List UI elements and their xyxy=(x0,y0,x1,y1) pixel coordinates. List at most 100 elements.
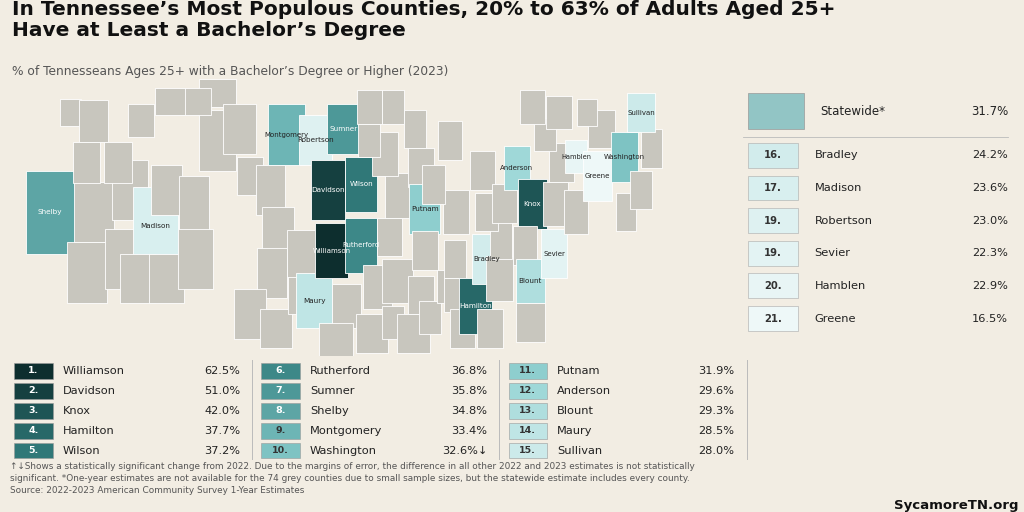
Text: 6.: 6. xyxy=(275,366,286,375)
Text: Hamblen: Hamblen xyxy=(815,281,866,291)
Text: Shelby: Shelby xyxy=(310,406,348,416)
Bar xyxy=(490,220,512,259)
Bar xyxy=(404,110,426,148)
Bar xyxy=(287,230,315,277)
Text: 34.8%: 34.8% xyxy=(452,406,487,416)
Bar xyxy=(610,132,638,182)
Bar xyxy=(385,174,411,218)
Text: 1.: 1. xyxy=(29,366,39,375)
Bar xyxy=(296,273,333,328)
Bar xyxy=(534,118,555,151)
Text: Maury: Maury xyxy=(557,425,593,436)
Text: Bradley: Bradley xyxy=(473,256,500,262)
Text: 21.: 21. xyxy=(764,313,782,324)
Bar xyxy=(515,259,545,303)
Text: Hamilton: Hamilton xyxy=(62,425,115,436)
Bar xyxy=(583,151,612,201)
Bar xyxy=(410,184,440,234)
Bar xyxy=(261,442,300,459)
Text: Greene: Greene xyxy=(585,173,610,179)
Bar xyxy=(383,91,404,123)
Bar xyxy=(549,143,573,182)
Bar xyxy=(133,187,178,265)
Text: 37.2%: 37.2% xyxy=(204,445,241,456)
Text: Robertson: Robertson xyxy=(297,137,334,143)
Bar xyxy=(541,229,567,279)
Bar xyxy=(641,129,663,168)
Bar xyxy=(546,96,572,129)
Text: Greene: Greene xyxy=(815,313,856,324)
Bar xyxy=(260,309,292,348)
Text: 16.5%: 16.5% xyxy=(972,313,1009,324)
Bar xyxy=(357,91,382,123)
Bar xyxy=(442,190,469,234)
Text: 19.: 19. xyxy=(764,216,782,226)
Bar xyxy=(470,151,496,190)
Bar xyxy=(222,104,256,154)
Bar xyxy=(256,165,285,215)
Bar xyxy=(345,218,378,273)
Bar xyxy=(234,289,266,339)
Bar xyxy=(267,104,305,165)
Text: 35.8%: 35.8% xyxy=(452,386,487,396)
Bar xyxy=(459,279,493,334)
Text: Madison: Madison xyxy=(815,183,862,193)
Bar xyxy=(14,423,52,438)
Text: Sumner: Sumner xyxy=(310,386,354,396)
Bar xyxy=(74,182,114,243)
Text: Wilson: Wilson xyxy=(349,181,373,187)
Text: 32.6%↓: 32.6%↓ xyxy=(442,445,487,456)
Bar xyxy=(509,382,547,398)
Text: 37.7%: 37.7% xyxy=(204,425,241,436)
Text: Williamson: Williamson xyxy=(62,366,125,376)
Bar xyxy=(437,270,456,303)
Bar xyxy=(288,275,314,314)
Text: 9.: 9. xyxy=(275,426,286,435)
Text: Sumner: Sumner xyxy=(329,126,357,132)
Text: In Tennessee’s Most Populous Counties, 20% to 63% of Adults Aged 25+
Have at Lea: In Tennessee’s Most Populous Counties, 2… xyxy=(12,0,836,40)
Text: Rutherford: Rutherford xyxy=(343,242,380,248)
Text: 23.0%: 23.0% xyxy=(972,216,1009,226)
Bar xyxy=(504,146,530,190)
Text: 15.: 15. xyxy=(519,446,537,455)
Text: Hamblen: Hamblen xyxy=(561,154,591,160)
Bar xyxy=(628,93,655,132)
Text: Putnam: Putnam xyxy=(411,206,438,212)
Text: Putnam: Putnam xyxy=(557,366,600,376)
Text: 11.: 11. xyxy=(519,366,537,375)
Text: Robertson: Robertson xyxy=(815,216,872,226)
Bar xyxy=(262,206,294,257)
Bar xyxy=(200,79,236,107)
Text: Davidson: Davidson xyxy=(62,386,116,396)
Bar xyxy=(518,179,547,229)
Text: 36.8%: 36.8% xyxy=(452,366,487,376)
Bar xyxy=(180,88,211,115)
Text: 19.: 19. xyxy=(764,248,782,258)
Bar xyxy=(311,160,345,220)
Text: Maury: Maury xyxy=(303,297,326,304)
Bar xyxy=(509,423,547,438)
Bar xyxy=(261,362,300,378)
Text: 51.0%: 51.0% xyxy=(204,386,241,396)
Bar xyxy=(749,143,798,168)
Text: 20.: 20. xyxy=(764,281,782,291)
Bar xyxy=(451,309,475,348)
Bar xyxy=(362,265,392,309)
Bar xyxy=(152,165,182,215)
Bar xyxy=(179,176,210,231)
Bar xyxy=(412,231,437,270)
Text: 33.4%: 33.4% xyxy=(452,425,487,436)
Bar xyxy=(509,362,547,378)
Text: Sullivan: Sullivan xyxy=(628,110,655,116)
Text: Knox: Knox xyxy=(523,201,541,207)
Text: 7.: 7. xyxy=(275,386,286,395)
Bar xyxy=(513,226,538,265)
Text: Williamson: Williamson xyxy=(312,248,350,254)
Bar xyxy=(493,184,517,223)
Text: Montgomery: Montgomery xyxy=(310,425,382,436)
Text: 31.9%: 31.9% xyxy=(698,366,734,376)
Bar xyxy=(444,279,466,312)
Bar xyxy=(238,157,263,196)
Bar xyxy=(565,140,587,174)
Text: Knox: Knox xyxy=(62,406,91,416)
